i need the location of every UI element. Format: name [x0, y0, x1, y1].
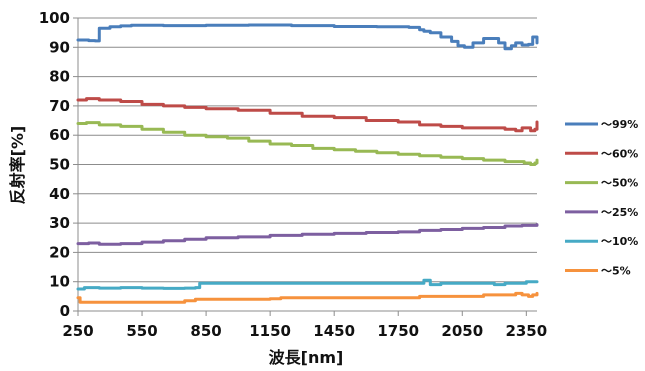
y-tick-label-100: 100: [39, 9, 70, 27]
y-tick-label-90: 90: [49, 38, 70, 56]
legend-label-3: ～50%: [601, 177, 638, 190]
axes: [73, 17, 537, 316]
y-tick-label-60: 60: [49, 126, 70, 144]
legend-label-1: ～99%: [601, 118, 638, 131]
legend-label-2: ～60%: [601, 147, 638, 160]
x-tick-label-850: 850: [190, 322, 221, 340]
y-tick-label-30: 30: [49, 214, 70, 232]
x-tick-label-250: 250: [62, 322, 93, 340]
y-tick-label-20: 20: [49, 243, 70, 261]
y-tick-labels: 0 10 20 30 40 50 60 70 80 90 100: [39, 9, 70, 320]
x-tick-label-1750: 1750: [377, 322, 419, 340]
y-tick-label-0: 0: [60, 302, 70, 320]
legend-label-6: ～5%: [601, 265, 631, 278]
y-axis-title: 反射率[%]: [8, 126, 27, 205]
x-tick-label-1450: 1450: [313, 322, 355, 340]
x-axis-title: 波長[nm]: [269, 348, 344, 367]
y-tick-label-70: 70: [49, 97, 70, 115]
x-tick-label-2350: 2350: [505, 322, 547, 340]
x-tick-label-1150: 1150: [249, 322, 291, 340]
series-lines: [76, 23, 539, 304]
y-tick-label-80: 80: [49, 68, 70, 86]
legend-label-4: ～25%: [601, 206, 638, 219]
y-tick-label-50: 50: [49, 156, 70, 174]
y-tick-label-40: 40: [49, 185, 70, 203]
series-line-2: [76, 97, 539, 133]
x-tick-labels: 250 550 850 1150 1450 1750 2050 2350: [62, 322, 547, 340]
legend-label-5: ～10%: [601, 235, 638, 248]
x-tick-label-550: 550: [126, 322, 157, 340]
legend: ～99% ～60% ～50% ～25% ～10% ～5%: [565, 118, 638, 278]
y-tick-label-10: 10: [49, 273, 70, 291]
series-line-4: [76, 223, 539, 246]
series-line-3: [76, 121, 539, 166]
series-line-6: [76, 291, 539, 304]
series-line-5: [76, 278, 539, 291]
x-tick-label-2050: 2050: [441, 322, 483, 340]
series-line-1: [76, 23, 539, 51]
